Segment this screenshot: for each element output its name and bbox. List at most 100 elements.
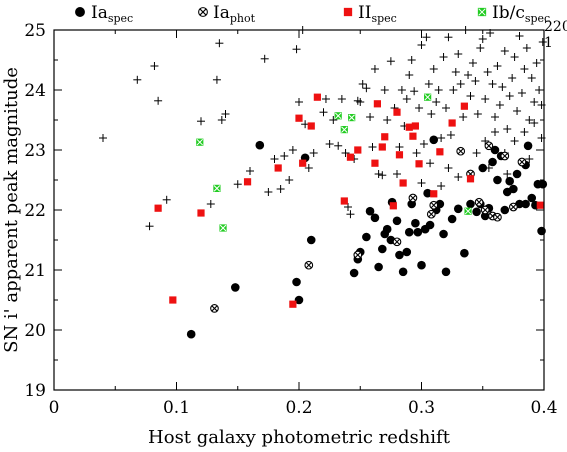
- ii-spec-point: [395, 151, 404, 159]
- photometric-candidate-point: [197, 117, 205, 126]
- photometric-candidate-point: [362, 84, 371, 93]
- ii-spec-point: [169, 296, 177, 304]
- ia-spec-point: [398, 267, 408, 277]
- photometric-candidate-point: [386, 57, 395, 66]
- ia-spec-point: [294, 295, 304, 305]
- ii-spec-point: [313, 93, 321, 101]
- photometric-candidate-point: [464, 71, 473, 79]
- series-plus: [99, 26, 547, 231]
- ibc-spec-point: [196, 138, 204, 146]
- photometric-candidate-point: [337, 95, 346, 103]
- photometric-candidate-point: [417, 179, 426, 187]
- ia-spec-point: [488, 157, 497, 167]
- photometric-candidate-point: [325, 140, 334, 148]
- ia-spec-point: [186, 329, 196, 339]
- photometric-candidate-point: [133, 75, 142, 84]
- ia-phot-point: [500, 151, 510, 161]
- ii-spec-point: [448, 119, 456, 127]
- ia-spec-point: [370, 213, 380, 223]
- photometric-candidate-point: [432, 98, 441, 106]
- photometric-candidate-point: [246, 167, 254, 175]
- ia-spec-point: [404, 227, 414, 237]
- ia-spec-point: [413, 227, 423, 237]
- photometric-candidate-point: [476, 44, 485, 52]
- x-tick-label: 0.1: [163, 398, 190, 418]
- ii-spec-point: [415, 160, 423, 168]
- ia-spec-point: [523, 141, 533, 151]
- photometric-candidate-point: [150, 62, 159, 70]
- photometric-candidate-point: [510, 137, 519, 145]
- photometric-candidate-point: [383, 116, 392, 124]
- photometric-candidate-point: [370, 65, 379, 73]
- photometric-candidate-point: [280, 152, 289, 160]
- photometric-candidate-point: [449, 86, 458, 94]
- photometric-candidate-point: [495, 101, 504, 109]
- ia-phot-point: [456, 146, 466, 156]
- y-tick-label: 22: [24, 201, 46, 221]
- ibc-spec-point: [213, 184, 221, 192]
- ia-phot-point: [210, 304, 219, 313]
- ia-spec-point: [292, 277, 301, 287]
- ii-spec-point: [393, 108, 401, 116]
- photometric-candidate-point: [466, 92, 475, 100]
- photometric-candidate-point: [527, 74, 536, 82]
- ia-spec-point: [425, 220, 435, 230]
- ii-spec-point: [389, 202, 397, 210]
- photometric-candidate-point: [215, 39, 224, 48]
- ia-spec-point: [75, 7, 85, 17]
- y-tick-label: 23: [24, 141, 46, 161]
- ii-spec-point: [343, 7, 353, 17]
- photometric-candidate-point: [437, 134, 446, 142]
- photometric-candidate-point: [498, 83, 507, 91]
- y-tick-label: 21: [24, 261, 46, 281]
- ibc-spec-point: [340, 126, 348, 134]
- ia-spec-point: [374, 262, 383, 272]
- photometric-candidate-point: [538, 38, 547, 46]
- ia-spec-point: [460, 248, 469, 258]
- ia-spec-point: [505, 176, 514, 186]
- ia-spec-point: [509, 184, 518, 194]
- ii-spec-point: [399, 179, 407, 187]
- photometric-candidate-point: [442, 104, 450, 112]
- data-marks: [99, 26, 548, 339]
- ii-spec-point: [430, 190, 438, 198]
- ii-spec-point: [243, 178, 252, 186]
- ia-spec-point: [521, 199, 530, 209]
- x-tick-label: 0.4: [530, 398, 557, 418]
- photometric-candidate-point: [493, 62, 502, 70]
- ia-phot-point: [198, 7, 208, 17]
- photometric-candidate-point: [212, 75, 221, 84]
- photometric-candidate-point: [530, 119, 539, 127]
- photometric-candidate-point: [525, 155, 534, 163]
- photometric-candidate-point: [520, 65, 529, 73]
- ia-spec-point: [423, 188, 432, 198]
- photometric-candidate-point: [446, 131, 455, 139]
- ibc-spec-point: [424, 93, 432, 101]
- photometric-candidate-point: [434, 86, 443, 94]
- photometric-candidate-point: [456, 80, 465, 88]
- ibc-spec-point: [464, 207, 472, 215]
- photometric-candidate-point: [472, 149, 481, 157]
- ia-phot-point: [474, 197, 484, 207]
- photometric-candidate-point: [402, 95, 411, 103]
- photometric-candidate-point: [483, 68, 492, 76]
- photometric-candidate-point: [481, 95, 490, 103]
- ia-spec-point: [362, 232, 371, 242]
- photometric-candidate-point: [439, 53, 448, 61]
- ia-spec-point: [306, 235, 316, 245]
- ii-spec-point: [466, 175, 475, 183]
- photometric-candidate-point: [99, 134, 107, 142]
- y-tick-label: 24: [24, 81, 46, 101]
- photometric-candidate-point: [206, 200, 215, 208]
- legend-label: Iaphot: [213, 3, 256, 25]
- photometric-candidate-point: [451, 68, 460, 76]
- ii-spec-point: [373, 100, 381, 108]
- photometric-candidate-point: [410, 87, 419, 96]
- ia-spec-point: [441, 267, 451, 277]
- photometric-candidate-point: [517, 89, 526, 97]
- legend-label: IIspec: [358, 3, 397, 25]
- photometric-candidate-point: [341, 149, 350, 157]
- photometric-candidate-point: [530, 98, 539, 106]
- photometric-candidate-point: [437, 182, 446, 190]
- photometric-candidate-point: [276, 185, 285, 193]
